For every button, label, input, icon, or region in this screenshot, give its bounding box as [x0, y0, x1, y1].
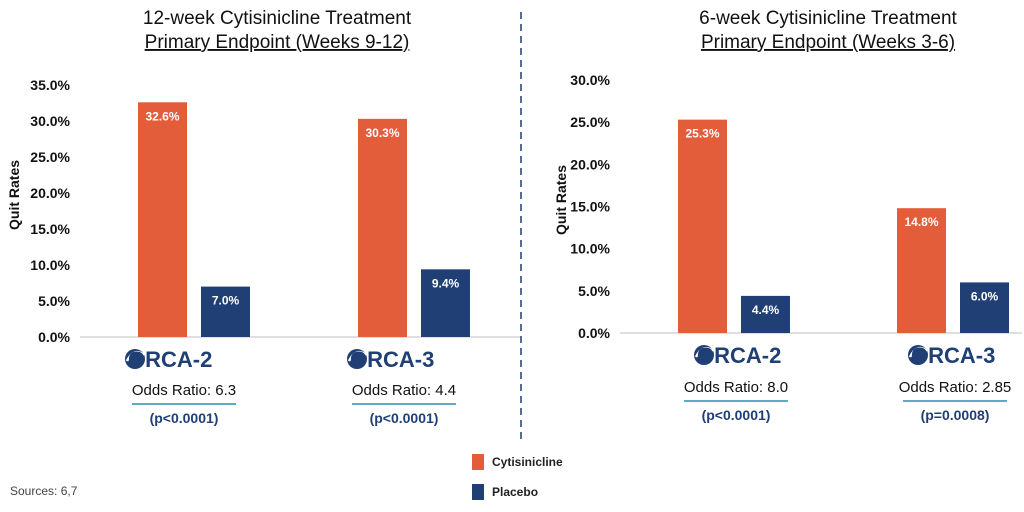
- chart2-odds-ratio-orca-2: Odds Ratio: 8.0: [684, 379, 788, 396]
- chart2-data-label-orca-3-placebo: 6.0%: [971, 289, 999, 303]
- chart2-ytick-label: 10.0%: [570, 241, 610, 257]
- chart1-data-label-orca-3-placebo: 9.4%: [432, 276, 460, 290]
- chart2-category-label-orca-3: ORCA-3: [911, 343, 995, 368]
- chart2-subtitle: Primary Endpoint (Weeks 3-6): [701, 32, 955, 53]
- chart1-data-label-orca-2-cytisinicline: 32.6%: [145, 109, 179, 123]
- chart2-ytick-label: 5.0%: [578, 283, 610, 299]
- legend-item-cytisinicline: Cytisinicline: [472, 452, 563, 472]
- chart2-odds-ratio-orca-3: Odds Ratio: 2.85: [899, 379, 1012, 396]
- chart2-ytick-label: 15.0%: [570, 199, 610, 215]
- chart1-p-value-orca-2: (p<0.0001): [150, 410, 219, 426]
- chart1-ytick-label: 15.0%: [30, 221, 70, 237]
- chart1-title: 12-week Cytisinicline Treatment: [143, 8, 412, 29]
- chart2-ytick-label: 0.0%: [578, 325, 610, 341]
- sources-note: Sources: 6,7: [10, 484, 78, 498]
- chart1-data-label-orca-3-cytisinicline: 30.3%: [365, 126, 399, 140]
- legend: Cytisinicline Placebo: [472, 452, 563, 512]
- legend-item-placebo: Placebo: [472, 482, 563, 502]
- chart1-ytick-label: 30.0%: [30, 113, 70, 129]
- chart1-logo-circle-orca-2: [125, 349, 145, 369]
- chart2-logo-circle-orca-2: [694, 345, 714, 365]
- chart2-p-value-orca-3: (p=0.0008): [921, 407, 990, 423]
- chart2-title: 6-week Cytisinicline Treatment: [699, 8, 957, 29]
- chart1-ytick-label: 0.0%: [38, 329, 70, 345]
- chart1-ytick-label: 5.0%: [38, 293, 70, 309]
- chart1-bar-orca-2-placebo: [201, 286, 250, 337]
- chart1-category-label-orca-2: ORCA-2: [128, 347, 212, 372]
- chart2-data-label-orca-2-cytisinicline: 25.3%: [685, 127, 719, 141]
- chart1-odds-ratio-orca-3: Odds Ratio: 4.4: [352, 382, 456, 399]
- chart1-ytick-label: 25.0%: [30, 149, 70, 165]
- chart2-data-label-orca-2-placebo: 4.4%: [752, 303, 780, 317]
- chart1-bar-orca-3-cytisinicline: [358, 118, 407, 337]
- chart1-bar-orca-2-cytisinicline: [138, 102, 187, 337]
- chart1-logo-swoosh-orca-2: [125, 350, 145, 362]
- chart2-p-value-orca-2: (p<0.0001): [702, 407, 771, 423]
- chart1-ytick-label: 35.0%: [30, 77, 70, 93]
- chart2-ylabel: Quit Rates: [553, 165, 569, 235]
- chart2-logo-swoosh-orca-2: [694, 346, 714, 358]
- legend-label-cytisinicline: Cytisinicline: [492, 455, 563, 469]
- chart2-logo-swoosh-orca-3: [908, 346, 928, 358]
- chart2-logo-circle-orca-3: [908, 345, 928, 365]
- chart1-subtitle: Primary Endpoint (Weeks 9-12): [145, 32, 410, 53]
- chart2-ytick-label: 20.0%: [570, 156, 610, 172]
- chart2-bar-orca-3-placebo: [960, 282, 1009, 333]
- chart2-category-label-orca-2: ORCA-2: [697, 343, 781, 368]
- chart1-category-label-orca-3: ORCA-3: [350, 347, 434, 372]
- chart2-bar-orca-2-placebo: [741, 295, 790, 333]
- chart2-ytick-label: 30.0%: [570, 72, 610, 88]
- legend-swatch-placebo: [472, 484, 484, 500]
- legend-label-placebo: Placebo: [492, 485, 539, 499]
- chart1-ytick-label: 20.0%: [30, 185, 70, 201]
- chart2-bar-orca-3-cytisinicline: [897, 208, 946, 333]
- chart1-p-value-orca-3: (p<0.0001): [370, 410, 439, 426]
- chart2-data-label-orca-3-cytisinicline: 14.8%: [904, 215, 938, 229]
- chart1-bar-orca-3-placebo: [421, 269, 470, 337]
- chart2-bar-orca-2-cytisinicline: [678, 119, 727, 334]
- legend-swatch-cytisinicline: [472, 454, 484, 470]
- chart1-data-label-orca-2-placebo: 7.0%: [212, 294, 240, 308]
- chart1-ylabel: Quit Rates: [6, 160, 22, 230]
- chart1-logo-swoosh-orca-3: [347, 350, 367, 362]
- chart1-ytick-label: 10.0%: [30, 257, 70, 273]
- chart1-logo-circle-orca-3: [347, 349, 367, 369]
- chart1-odds-ratio-orca-2: Odds Ratio: 6.3: [132, 382, 236, 399]
- chart2-ytick-label: 25.0%: [570, 114, 610, 130]
